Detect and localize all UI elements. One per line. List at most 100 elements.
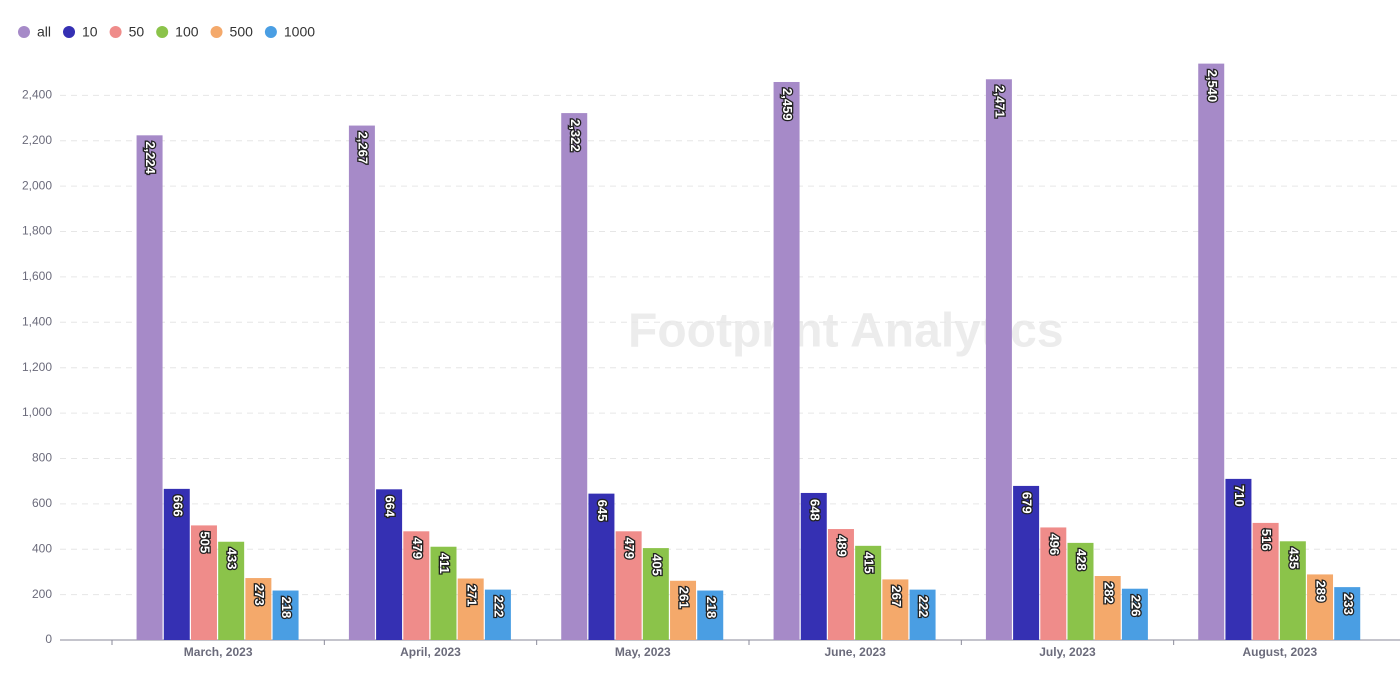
value-label: 710 xyxy=(1232,485,1247,507)
value-label: 2,540 xyxy=(1205,70,1220,103)
legend-marker xyxy=(210,26,223,38)
legend-marker xyxy=(156,26,169,38)
value-label: 648 xyxy=(807,499,822,521)
value-label: 645 xyxy=(595,500,610,522)
bar xyxy=(909,589,936,640)
value-label: 433 xyxy=(225,548,240,570)
value-label: 2,267 xyxy=(355,132,370,165)
value-label: 267 xyxy=(889,585,904,607)
legend-marker xyxy=(18,26,30,38)
bar xyxy=(245,578,272,640)
value-label: 261 xyxy=(677,587,692,609)
bar xyxy=(1013,485,1040,640)
bar xyxy=(136,135,163,641)
bar xyxy=(800,492,827,640)
value-label: 479 xyxy=(622,537,637,559)
value-label: 516 xyxy=(1259,529,1274,551)
y-tick-label: 1,000 xyxy=(22,405,52,419)
x-tick-label: August, 2023 xyxy=(1242,645,1317,659)
bar xyxy=(218,541,245,640)
y-tick-label: 1,600 xyxy=(22,269,52,283)
y-tick-label: 0 xyxy=(45,632,52,646)
x-tick-label: July, 2023 xyxy=(1039,645,1096,659)
bar xyxy=(773,81,800,640)
value-label: 218 xyxy=(279,597,294,619)
bar xyxy=(190,525,217,640)
bar xyxy=(1252,522,1279,640)
y-tick-label: 1,400 xyxy=(22,314,52,328)
value-label: 271 xyxy=(464,585,479,607)
y-tick-label: 2,400 xyxy=(22,88,52,102)
value-label: 233 xyxy=(1341,593,1356,615)
y-tick-label: 2,200 xyxy=(22,133,52,147)
value-label: 479 xyxy=(410,537,425,559)
bar xyxy=(855,545,882,640)
value-label: 2,459 xyxy=(780,88,795,121)
y-tick-label: 800 xyxy=(32,451,52,465)
bar xyxy=(348,125,375,641)
bar xyxy=(985,79,1012,641)
value-label: 411 xyxy=(437,553,452,574)
bar xyxy=(484,589,511,640)
x-tick-label: April, 2023 xyxy=(400,645,461,659)
value-label: 218 xyxy=(704,597,719,619)
value-label: 664 xyxy=(383,495,398,517)
bar xyxy=(1040,527,1067,640)
bar xyxy=(882,579,909,640)
y-tick-label: 400 xyxy=(32,541,52,555)
legend-label: 10 xyxy=(82,24,98,40)
bar xyxy=(1225,478,1252,640)
bar xyxy=(376,489,403,640)
value-label: 2,471 xyxy=(992,85,1007,118)
value-label: 496 xyxy=(1047,533,1062,555)
bar xyxy=(697,590,724,640)
value-label: 222 xyxy=(916,596,931,618)
bar xyxy=(588,493,615,640)
y-tick-label: 1,200 xyxy=(22,360,52,374)
value-label: 405 xyxy=(649,554,664,576)
value-label: 222 xyxy=(491,596,506,618)
x-tick-label: March, 2023 xyxy=(184,645,253,659)
value-label: 505 xyxy=(198,531,213,553)
legend-label: 100 xyxy=(175,24,199,40)
bar xyxy=(457,578,484,640)
bar xyxy=(1279,541,1306,640)
bar xyxy=(642,548,669,640)
legend-label: 50 xyxy=(129,24,145,40)
bar xyxy=(827,529,854,640)
value-label: 2,322 xyxy=(568,119,583,152)
bar xyxy=(1094,576,1121,640)
bar xyxy=(403,531,430,640)
bar xyxy=(1121,588,1148,640)
y-tick-label: 1,800 xyxy=(22,224,52,238)
y-tick-label: 200 xyxy=(32,587,52,601)
legend-label: all xyxy=(37,24,51,40)
legend-marker xyxy=(264,26,277,38)
legend-marker xyxy=(63,26,76,38)
bar xyxy=(1198,63,1225,641)
legend-label: 500 xyxy=(230,24,254,40)
value-label: 489 xyxy=(835,535,850,557)
value-label: 273 xyxy=(252,584,267,606)
x-tick-label: May, 2023 xyxy=(615,645,671,659)
value-label: 666 xyxy=(170,495,185,517)
value-label: 415 xyxy=(862,552,877,574)
value-label: 2,224 xyxy=(143,141,158,174)
bar xyxy=(163,488,190,640)
value-label: 289 xyxy=(1314,580,1329,602)
bar xyxy=(561,113,588,641)
legend-label: 1000 xyxy=(284,24,315,40)
bar xyxy=(272,590,299,640)
legend-marker xyxy=(109,26,122,38)
bar xyxy=(430,546,457,640)
bar xyxy=(615,531,642,640)
bar xyxy=(670,580,697,640)
x-tick-label: June, 2023 xyxy=(824,645,886,659)
value-label: 435 xyxy=(1286,547,1301,569)
value-label: 226 xyxy=(1128,595,1143,617)
value-label: 679 xyxy=(1020,492,1035,514)
value-label: 428 xyxy=(1074,549,1089,571)
bar xyxy=(1067,542,1094,640)
value-label: 282 xyxy=(1101,582,1116,604)
